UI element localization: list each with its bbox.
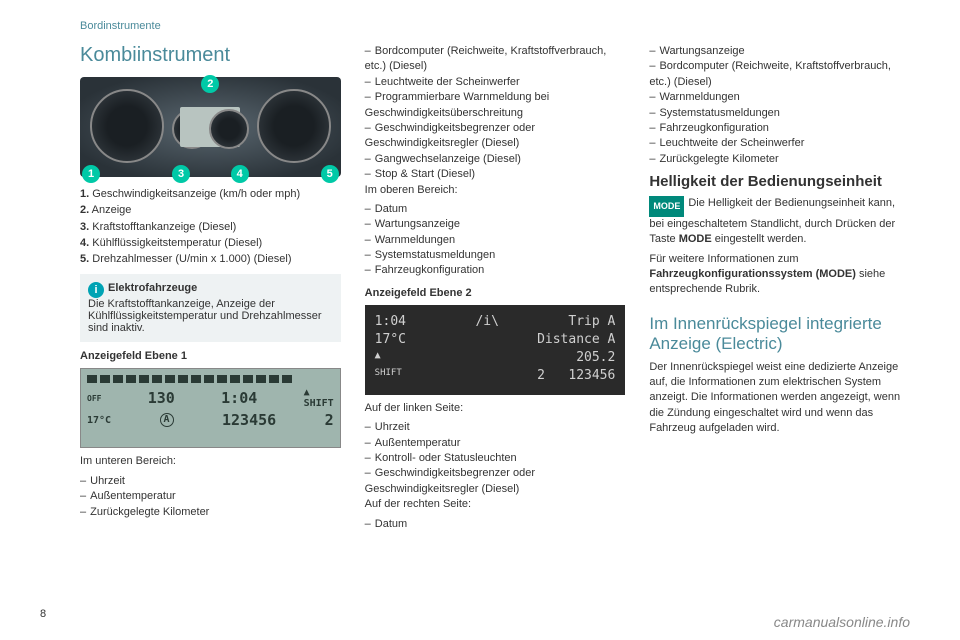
list-item: –Wartungsanzeige xyxy=(649,44,910,59)
marker-5: 5 xyxy=(321,165,339,183)
lcd2-dist-label: Distance A xyxy=(537,332,615,347)
lcd2-gear: 2 xyxy=(537,368,545,383)
lcd-temp: 17°C xyxy=(87,415,111,426)
legend-item: 5. Drehzahlmesser (U/min x 1.000) (Diese… xyxy=(80,252,341,266)
list-item: –Gangwechselanzeige (Diesel) xyxy=(365,152,626,167)
lcd2-time: 1:04 xyxy=(375,314,406,329)
marker-4: 4 xyxy=(231,165,249,183)
column-2: –Bordcomputer (Reichweite, Kraftstoffver… xyxy=(365,44,626,532)
lcd-auto-icon: A xyxy=(160,413,174,427)
mode-paragraph: MODEDie Helligkeit der Bedienungseinheit… xyxy=(649,196,910,247)
column-1: Kombiinstrument 2 1 3 4 5 1. Geschwindig… xyxy=(80,44,341,532)
brightness-heading: Helligkeit der Bedienungseinheit xyxy=(649,173,910,190)
list-item: –Außentemperatur xyxy=(365,436,626,451)
mode-paragraph-2: Für weitere Informationen zum Fahrzeugko… xyxy=(649,252,910,298)
column-3: –Wartungsanzeige –Bordcomputer (Reichwei… xyxy=(649,44,910,532)
lcd2-temp: 17°C xyxy=(375,332,406,347)
lcd-gear: 2 xyxy=(325,411,334,429)
upper-intro: Im oberen Bereich: xyxy=(365,183,626,198)
lcd-shift: SHIFT xyxy=(304,398,334,409)
marker-2: 2 xyxy=(201,75,219,93)
watermark: carmanualsonline.info xyxy=(774,614,910,630)
list-item: –Uhrzeit xyxy=(80,474,341,489)
list-item: –Wartungsanzeige xyxy=(365,217,626,232)
list-item: –Zurückgelegte Kilometer xyxy=(649,152,910,167)
three-column-layout: Kombiinstrument 2 1 3 4 5 1. Geschwindig… xyxy=(80,44,910,532)
list-item: –Datum xyxy=(365,202,626,217)
instrument-cluster-image: 2 1 3 4 5 xyxy=(80,77,341,177)
info-icon: i xyxy=(88,282,104,298)
lcd-time: 1:04 xyxy=(221,389,257,407)
legend-item: 3. Kraftstofftankanzeige (Diesel) xyxy=(80,220,341,234)
list-item: –Systemstatusmeldungen xyxy=(649,106,910,121)
info-title: Elektrofahrzeuge xyxy=(108,282,197,294)
lcd-speed: 130 xyxy=(148,389,175,407)
list-item: –Datum xyxy=(365,517,626,532)
list-item: –Außentemperatur xyxy=(80,489,341,504)
list-item: –Leuchtweite der Scheinwerfer xyxy=(649,136,910,151)
left-intro: Auf der linken Seite: xyxy=(365,401,626,416)
legend-item: 4. Kühlflüssigkeitstemperatur (Diesel) xyxy=(80,236,341,250)
gauge-speed xyxy=(90,89,164,163)
lcd-display-2: 1:04 /i\ Trip A 17°C Distance A ▲ 205.2 … xyxy=(365,305,626,395)
list-item: –Geschwindigkeitsbegrenzer oder Geschwin… xyxy=(365,121,626,152)
list-item: –Programmierbare Warnmeldung bei Geschwi… xyxy=(365,90,626,121)
list-item: –Warnmeldungen xyxy=(365,233,626,248)
lcd2-sep: /i\ xyxy=(475,314,498,329)
list-item: –Uhrzeit xyxy=(365,420,626,435)
lcd2-dist-val: 205.2 xyxy=(576,350,615,365)
list-item: –Bordcomputer (Reichweite, Kraftstoffver… xyxy=(649,59,910,90)
mirror-heading: Im Innenrückspiegel integrierte Anzeige … xyxy=(649,314,910,354)
list-item: –Stop & Start (Diesel) xyxy=(365,167,626,182)
list-item: –Geschwindigkeitsbegrenzer oder Geschwin… xyxy=(365,466,626,497)
lcd-off: OFF xyxy=(87,394,101,403)
info-box-ev: i Elektrofahrzeuge Die Kraftstofftankanze… xyxy=(80,274,341,342)
gauge-temp xyxy=(209,109,249,149)
right-intro: Auf der rechten Seite: xyxy=(365,497,626,512)
mode-icon: MODE xyxy=(649,196,684,217)
lcd2-shift: SHIFT xyxy=(375,368,402,383)
mirror-paragraph: Der Innenrückspiegel weist eine dedizier… xyxy=(649,360,910,437)
below-intro: Im unteren Bereich: xyxy=(80,454,341,469)
breadcrumb: Bordinstrumente xyxy=(80,20,910,32)
gauge-rpm xyxy=(257,89,331,163)
list-item: –Leuchtweite der Scheinwerfer xyxy=(365,75,626,90)
list-item: –Bordcomputer (Reichweite, Kraftstoffver… xyxy=(365,44,626,75)
list-item: –Warnmeldungen xyxy=(649,90,910,105)
legend-item: 1. Geschwindigkeitsanzeige (km/h oder mp… xyxy=(80,187,341,201)
lcd-display-1: OFF 130 1:04 ▲SHIFT 17°C A 123456 2 xyxy=(80,368,341,448)
lcd2-trip: Trip A xyxy=(568,314,615,329)
section-title: Kombiinstrument xyxy=(80,44,341,67)
list-item: –Systemstatusmeldungen xyxy=(365,248,626,263)
marker-3: 3 xyxy=(172,165,190,183)
list-item: –Fahrzeugkonfiguration xyxy=(649,121,910,136)
lcd2-odo: 123456 xyxy=(568,368,615,383)
legend-list: 1. Geschwindigkeitsanzeige (km/h oder mp… xyxy=(80,187,341,266)
list-item: –Fahrzeugkonfiguration xyxy=(365,263,626,278)
display1-heading: Anzeigefeld Ebene 1 xyxy=(80,350,341,362)
lcd-blocks xyxy=(87,375,334,383)
list-item: –Zurückgelegte Kilometer xyxy=(80,505,341,520)
page-number: 8 xyxy=(40,608,46,620)
lcd-odo: 123456 xyxy=(222,411,276,429)
marker-1: 1 xyxy=(82,165,100,183)
info-body: Die Kraftstofftankanzeige, Anzeige der K… xyxy=(88,298,322,334)
legend-item: 2. Anzeige xyxy=(80,203,341,217)
display2-heading: Anzeigefeld Ebene 2 xyxy=(365,287,626,299)
list-item: –Kontroll- oder Statusleuchten xyxy=(365,451,626,466)
